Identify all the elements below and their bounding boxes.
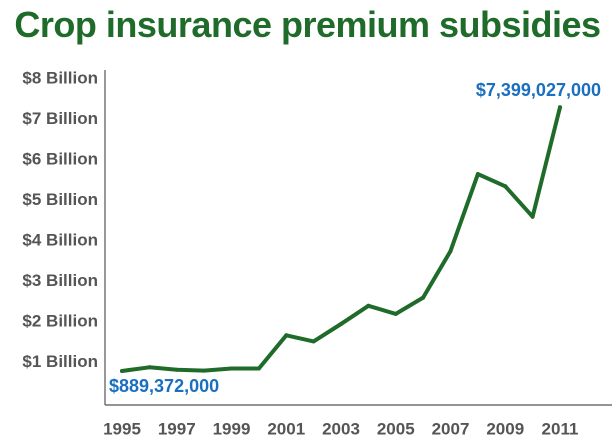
series-line — [120, 105, 562, 373]
data-point — [475, 172, 480, 177]
y-tick-label: $1 Billion — [22, 352, 98, 371]
data-point — [448, 249, 453, 254]
y-tick-label: $3 Billion — [22, 271, 98, 290]
x-tick-label: 2007 — [432, 419, 470, 438]
data-point — [530, 214, 535, 219]
annotation-first-value: $889,372,000 — [109, 376, 219, 396]
data-point — [366, 303, 371, 308]
chart-title: Crop insurance premium subsidies — [14, 4, 601, 45]
annotation-group: $889,372,000 $7,399,027,000 — [109, 80, 601, 396]
x-tick-label: 2003 — [322, 419, 360, 438]
x-axis: 1995 1997 1999 2001 2003 2005 2007 2009 2011 — [103, 404, 612, 438]
data-point — [311, 339, 316, 344]
series-group — [120, 105, 562, 373]
y-tick-label: $6 Billion — [22, 149, 98, 168]
x-tick-label: 2011 — [542, 419, 579, 438]
x-tick-label: 2001 — [267, 419, 305, 438]
data-point — [421, 295, 426, 300]
data-point — [393, 311, 398, 316]
data-point — [120, 369, 124, 373]
x-tick-label: 2005 — [377, 419, 415, 438]
data-point — [256, 366, 261, 371]
x-tick-label: 1999 — [213, 419, 251, 438]
data-point — [229, 366, 234, 371]
y-tick-label: $7 Billion — [22, 109, 98, 128]
y-tick-label: $5 Billion — [22, 190, 98, 209]
data-point — [174, 367, 179, 372]
x-tick-label: 1997 — [158, 419, 196, 438]
annotation-last-value: $7,399,027,000 — [476, 80, 601, 100]
y-tick-label: $4 Billion — [22, 230, 98, 249]
data-point — [339, 322, 343, 326]
y-tick-label: $8 Billion — [22, 68, 98, 87]
data-point — [147, 365, 152, 370]
y-axis: $1 Billion $2 Billion $3 Billion $4 Billion… — [22, 68, 106, 405]
data-point — [558, 105, 562, 110]
x-tick-label: 2009 — [486, 419, 524, 438]
data-point — [503, 184, 508, 189]
data-point — [202, 368, 207, 373]
data-point — [284, 333, 289, 338]
y-tick-label: $2 Billion — [22, 311, 98, 330]
x-tick-label: 1995 — [103, 419, 141, 438]
